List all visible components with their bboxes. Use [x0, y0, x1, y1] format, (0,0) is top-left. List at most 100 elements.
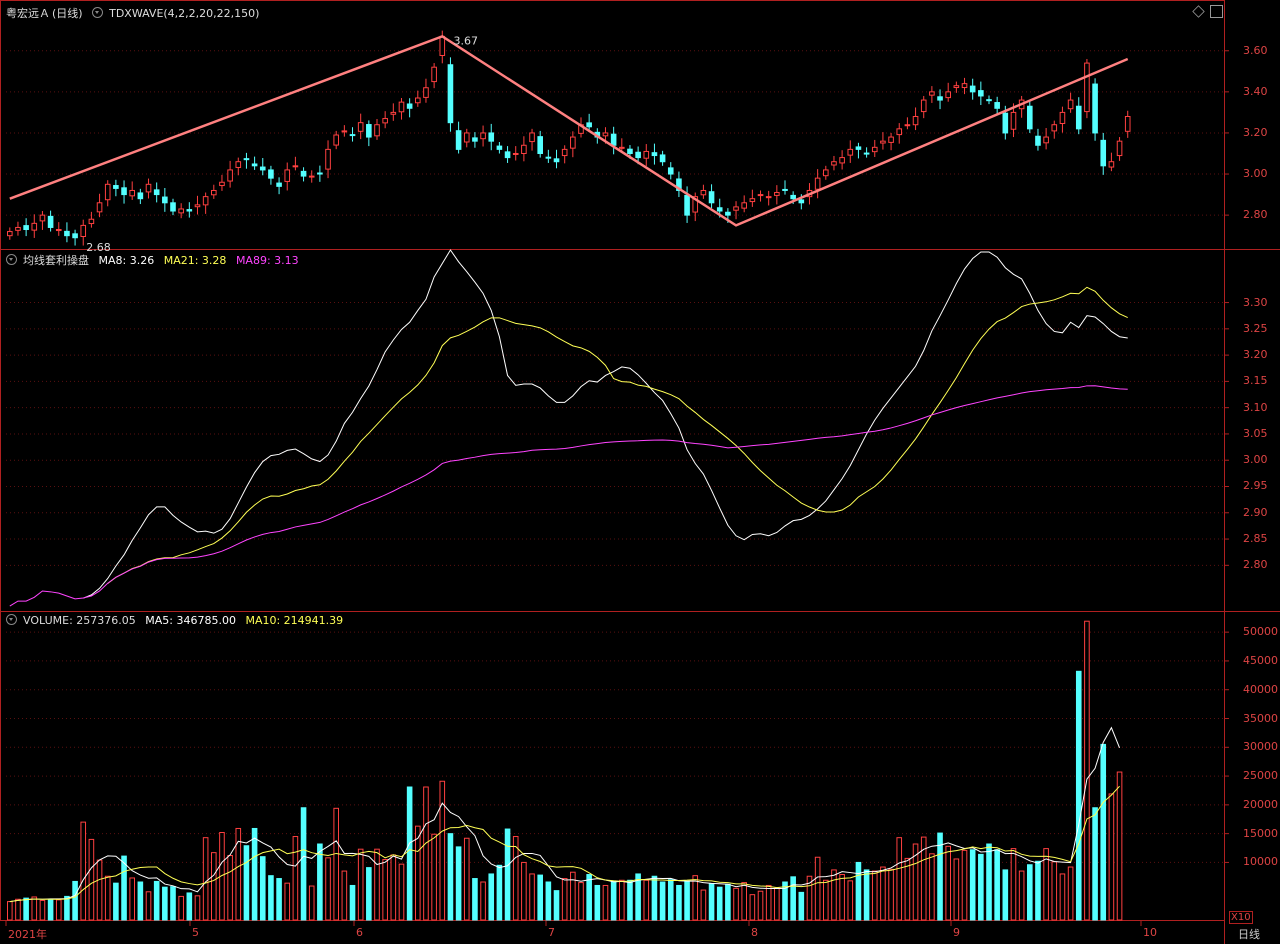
candlestick	[15, 226, 21, 231]
candlestick	[423, 87, 429, 98]
x-tick-label: 5	[192, 926, 199, 939]
candlestick	[537, 136, 544, 154]
ma21-label: MA21: 3.28	[163, 254, 227, 267]
candlestick	[757, 194, 764, 197]
volume-bar	[276, 878, 282, 921]
volume-tick-label: 30000	[1243, 740, 1278, 754]
indicator-menu-icon[interactable]	[92, 7, 104, 18]
volume-bar	[953, 858, 960, 921]
candlestick	[284, 169, 291, 182]
ma-tick-label: 2.80	[1243, 558, 1268, 572]
volume-bar	[170, 886, 176, 921]
volume-bar	[243, 845, 250, 921]
volume-bar	[292, 836, 299, 921]
ma89-label: MA89: 3.13	[235, 254, 299, 267]
volume-bar	[871, 870, 878, 921]
volume-bar	[96, 859, 103, 921]
volume-bar	[235, 827, 242, 921]
volume-bar	[366, 867, 372, 921]
maximize-icon[interactable]	[1210, 5, 1223, 18]
volume-bar	[749, 894, 756, 921]
candlestick	[986, 99, 992, 102]
stock-name: 粤宏远Ａ	[6, 7, 50, 20]
volume-bar	[423, 786, 429, 921]
volume-bar	[774, 887, 780, 921]
volume-bar	[398, 863, 405, 921]
volume-bar	[692, 875, 699, 921]
volume-bar	[659, 881, 666, 921]
vol-ma10-label: MA10: 214941.39	[245, 614, 344, 627]
candlestick	[602, 132, 609, 137]
candlestick	[39, 214, 46, 222]
volume-bar	[570, 871, 576, 921]
ma-tick-label: 3.05	[1243, 426, 1268, 440]
volume-bar	[1035, 860, 1041, 921]
candlestick	[790, 194, 796, 200]
volume-bar	[1010, 848, 1017, 921]
volume-bar	[1116, 771, 1123, 921]
volume-bar	[31, 896, 38, 921]
volume-bar	[823, 879, 829, 921]
volume-bar	[1027, 864, 1033, 921]
low-label: 2.68	[86, 241, 111, 254]
candlestick	[839, 157, 845, 164]
volume-bar	[382, 859, 388, 921]
volume-bar	[839, 874, 845, 921]
candlestick	[1084, 62, 1090, 113]
volume-bar	[798, 891, 805, 921]
candlestick	[627, 148, 633, 154]
candlestick	[480, 132, 486, 140]
candlestick	[920, 99, 927, 113]
volume-bar	[341, 870, 348, 921]
price-panel-header: 粤宏远Ａ (日线) TDXWAVE(4,2,2,20,22,150)	[6, 5, 265, 21]
candlestick	[978, 90, 984, 97]
volume-bar	[447, 833, 454, 921]
volume-bar	[153, 880, 160, 921]
ma-menu-icon[interactable]	[6, 254, 17, 265]
candlestick	[521, 144, 527, 154]
candlestick	[463, 132, 470, 143]
candlestick	[31, 222, 38, 231]
x-tick-label: 8	[751, 926, 758, 939]
candlestick	[798, 199, 805, 204]
candlestick	[831, 161, 837, 166]
volume-panel-header: VOLUME: 257376.05 MA5: 346785.00 MA10: 2…	[6, 614, 349, 627]
ma8-label: MA8: 3.26	[98, 254, 155, 267]
candlestick	[1043, 136, 1049, 144]
volume-bar	[512, 836, 519, 921]
volume-bar	[178, 895, 184, 921]
candlestick	[504, 151, 511, 159]
volume-bar	[1018, 870, 1025, 921]
candlestick	[472, 137, 478, 142]
period-tab[interactable]: 日线	[1238, 928, 1260, 941]
volume-bar	[317, 843, 323, 921]
volume-bar	[602, 884, 609, 921]
candlestick	[243, 158, 250, 161]
volume-bar	[643, 879, 650, 921]
candlestick	[153, 189, 160, 196]
volume-bar	[80, 821, 87, 921]
volume-bar	[863, 869, 870, 921]
volume-bar	[504, 828, 511, 921]
volume-bar	[545, 881, 552, 921]
candlestick	[684, 194, 690, 216]
volume-bar	[194, 895, 201, 921]
volume-bar	[162, 886, 168, 921]
candlestick	[945, 91, 952, 99]
volume-bar	[969, 849, 976, 921]
volume-bar	[211, 852, 217, 921]
volume-menu-icon[interactable]	[6, 614, 17, 625]
ma-tick-label: 2.95	[1243, 479, 1268, 493]
candlestick	[692, 196, 699, 213]
candlestick	[570, 136, 576, 149]
volume-bar	[594, 884, 601, 921]
candlestick	[194, 204, 201, 208]
volume-bar	[349, 884, 356, 921]
candlestick	[676, 178, 682, 191]
candlestick	[447, 64, 454, 124]
candlestick	[178, 208, 184, 214]
volume-bar	[455, 846, 462, 921]
volume-bar	[847, 880, 854, 921]
volume-bar	[251, 827, 258, 921]
volume-bar	[333, 807, 339, 921]
